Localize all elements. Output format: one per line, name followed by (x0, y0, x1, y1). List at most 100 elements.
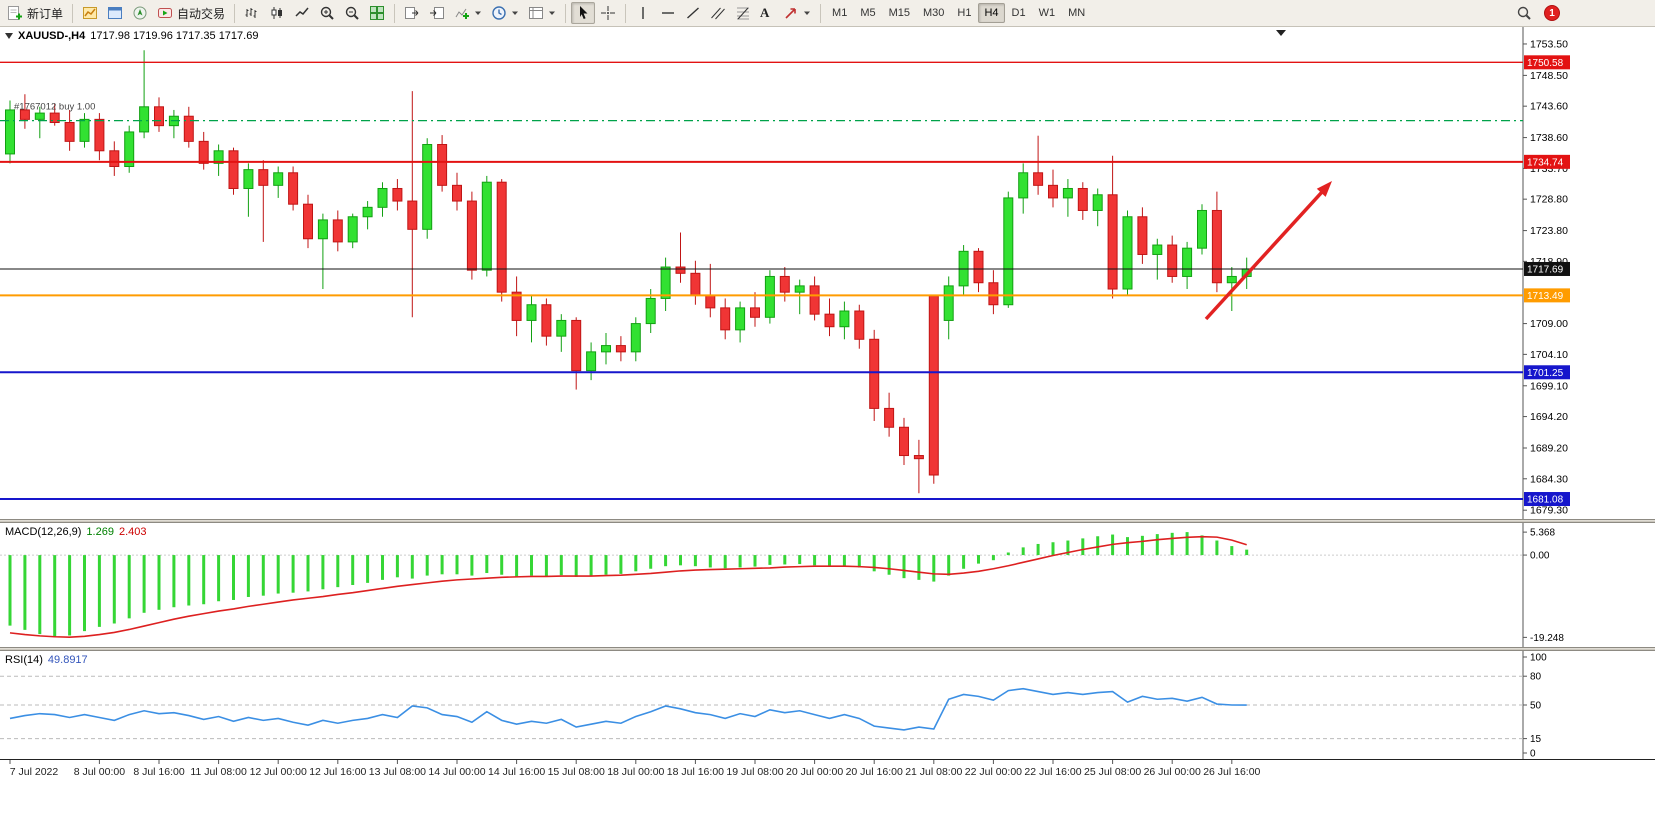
svg-text:0: 0 (1530, 749, 1536, 760)
macd-signal-line (9, 535, 1247, 638)
trendline-tool-button[interactable] (681, 2, 705, 24)
macd-histogram (8, 532, 1249, 638)
price-panel: 1753.50 1748.50 1743.60 1738.60 1733.70 1728.… (0, 27, 1655, 519)
svg-text:1681.08: 1681.08 (1527, 495, 1564, 506)
market-watch-button[interactable] (78, 2, 102, 24)
tile-windows-icon (370, 6, 385, 20)
order-annotation: #1767012 buy 1.00 (14, 101, 95, 112)
templates-button[interactable] (524, 2, 560, 24)
rsi-canvas[interactable]: 100 80 50 15 0 (0, 651, 1655, 759)
svg-text:8 Jul 00:00: 8 Jul 00:00 (74, 766, 126, 778)
macd-canvas[interactable]: 5.368 0.00 -19.248 (0, 523, 1655, 647)
indicators-button[interactable] (450, 2, 486, 24)
text-tool-icon: A (760, 5, 770, 20)
zoom-out-button[interactable] (340, 2, 364, 24)
chevron-down-icon (475, 11, 482, 15)
svg-text:18 Jul 00:00: 18 Jul 00:00 (607, 766, 664, 778)
svg-text:0.00: 0.00 (1530, 551, 1550, 562)
line-chart-icon (295, 7, 309, 17)
svg-text:22 Jul 00:00: 22 Jul 00:00 (965, 766, 1022, 778)
time-axis-labels: 7 Jul 2022 8 Jul 00:00 8 Jul 16:00 11 Jul 0… (9, 760, 1261, 778)
trend-arrow-line (1204, 187, 1327, 321)
chevron-down-icon (804, 11, 811, 15)
svg-text:14 Jul 00:00: 14 Jul 00:00 (428, 766, 485, 778)
rsi-line (9, 687, 1247, 731)
timeframe-m30[interactable]: M30 (917, 3, 950, 23)
svg-text:1743.60: 1743.60 (1530, 101, 1568, 113)
timeframe-m1[interactable]: M1 (826, 3, 853, 23)
auto-trading-icon (158, 8, 173, 18)
svg-text:12 Jul 00:00: 12 Jul 00:00 (250, 766, 307, 778)
line-chart-type-button[interactable] (290, 2, 314, 24)
svg-text:1748.50: 1748.50 (1530, 70, 1568, 82)
chart-shift-icon (430, 7, 445, 19)
arrows-tool-button[interactable] (779, 2, 815, 24)
auto-trading-label: 自动交易 (177, 6, 226, 21)
svg-text:11 Jul 08:00: 11 Jul 08:00 (190, 766, 247, 778)
vertical-line-tool-button[interactable] (631, 2, 655, 24)
navigator-button[interactable] (128, 2, 152, 24)
svg-text:1734.74: 1734.74 (1527, 157, 1564, 168)
channel-tool-button[interactable] (706, 2, 730, 24)
indicators-icon (455, 8, 470, 19)
price-chart-canvas[interactable]: 1753.501748.501743.601738.601733.701728.… (0, 27, 1655, 519)
toolbar-separator (394, 3, 396, 23)
panel-splitter[interactable] (0, 519, 1655, 523)
timeframe-h1[interactable]: H1 (951, 3, 977, 23)
chevron-down-icon (549, 11, 556, 15)
timeframe-mn[interactable]: MN (1062, 3, 1091, 23)
svg-text:22 Jul 16:00: 22 Jul 16:00 (1024, 766, 1081, 778)
window-bottom (0, 780, 1655, 817)
navigator-icon (133, 6, 147, 20)
panel-splitter[interactable] (0, 647, 1655, 651)
cursor-button[interactable] (571, 2, 596, 24)
periods-button[interactable] (487, 2, 523, 24)
toolbar-separator (565, 3, 567, 23)
bar-chart-type-button[interactable] (240, 2, 264, 24)
horizontal-line-icon (662, 12, 675, 14)
tile-windows-button[interactable] (365, 2, 389, 24)
new-order-icon (8, 6, 22, 20)
resistance-line-1750-label (1524, 55, 1570, 70)
horizontal-line-tool-button[interactable] (656, 2, 680, 24)
auto-trading-button[interactable]: 自动交易 (153, 2, 229, 24)
svg-text:80: 80 (1530, 672, 1542, 683)
svg-text:1713.49: 1713.49 (1527, 291, 1564, 302)
new-order-button[interactable]: 新订单 (3, 2, 67, 24)
timeframe-m5[interactable]: M5 (854, 3, 881, 23)
svg-text:1753.50: 1753.50 (1530, 38, 1568, 50)
timeframe-w1[interactable]: W1 (1033, 3, 1062, 23)
crosshair-button[interactable] (596, 2, 620, 24)
search-button[interactable] (1512, 2, 1536, 24)
trendline-icon (687, 7, 700, 19)
notification-badge[interactable]: 1 (1544, 5, 1560, 21)
svg-text:15: 15 (1530, 734, 1542, 745)
svg-text:5.368: 5.368 (1530, 528, 1555, 539)
chart-shift-button[interactable] (425, 2, 449, 24)
timeframe-d1[interactable]: D1 (1006, 3, 1032, 23)
candlestick-icon (271, 7, 283, 19)
chevron-down-icon (512, 11, 519, 15)
text-tool-button[interactable]: A (756, 2, 778, 24)
fibonacci-tool-button[interactable] (731, 2, 755, 24)
svg-text:1679.30: 1679.30 (1530, 505, 1568, 517)
timeframe-h4[interactable]: H4 (978, 3, 1005, 23)
autoscroll-marker (1276, 30, 1286, 36)
clock-icon (492, 6, 506, 20)
new-order-label: 新订单 (27, 6, 64, 21)
svg-text:12 Jul 16:00: 12 Jul 16:00 (309, 766, 366, 778)
svg-text:50: 50 (1530, 701, 1542, 712)
time-axis[interactable]: 7 Jul 2022 8 Jul 00:00 8 Jul 16:00 11 Jul 0… (0, 759, 1655, 780)
candlestick-type-button[interactable] (265, 2, 289, 24)
svg-text:7 Jul 2022: 7 Jul 2022 (10, 766, 59, 778)
zoom-in-button[interactable] (315, 2, 339, 24)
data-window-icon (108, 7, 123, 19)
auto-scroll-button[interactable] (400, 2, 424, 24)
svg-text:1723.80: 1723.80 (1530, 225, 1568, 237)
resistance-line-1734-label (1524, 154, 1570, 169)
timeframe-m15[interactable]: M15 (883, 3, 916, 23)
svg-text:1689.20: 1689.20 (1530, 442, 1568, 454)
main-toolbar: 新订单 自动交易 (0, 0, 1655, 27)
data-window-button[interactable] (103, 2, 127, 24)
